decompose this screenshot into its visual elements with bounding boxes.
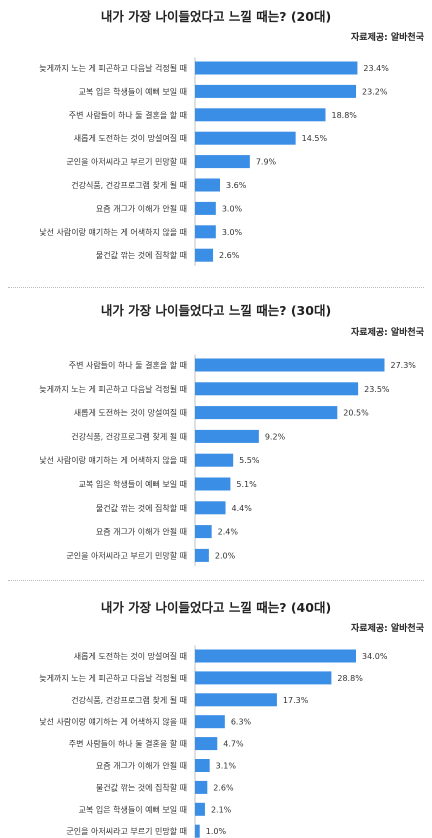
value-label: 4.7% <box>223 740 244 749</box>
value-label: 18.8% <box>331 111 357 120</box>
bar <box>195 429 259 443</box>
category-label: 요즘 개그가 이해가 안될 때 <box>96 761 187 771</box>
bar <box>195 780 208 794</box>
bar <box>195 108 326 122</box>
value-label: 23.4% <box>363 64 389 73</box>
value-label: 5.5% <box>239 456 260 465</box>
bar <box>195 715 225 729</box>
value-label: 5.1% <box>236 480 257 489</box>
category-label: 군인을 아저씨라고 부르기 민망할 때 <box>66 826 187 836</box>
category-label: 물건값 깎는 것에 집착할 때 <box>96 503 187 513</box>
category-label: 늦게까지 노는 게 피곤하고 다음날 걱정될 때 <box>39 63 187 73</box>
bar <box>195 737 218 751</box>
category-label: 교복 입은 학생들이 예뻐 보일 때 <box>79 86 187 96</box>
category-label: 주변 사람들이 하나 둘 결혼을 할 때 <box>69 110 187 120</box>
bar <box>195 358 385 372</box>
bar <box>195 178 220 192</box>
bar <box>195 548 209 562</box>
value-label: 2.6% <box>213 783 234 792</box>
category-label: 주변 사람들이 하나 둘 결혼을 할 때 <box>69 739 187 749</box>
value-label: 20.5% <box>343 409 369 418</box>
bar <box>195 201 216 215</box>
bar <box>195 406 338 420</box>
bar <box>195 155 250 169</box>
value-label: 3.6% <box>226 181 247 190</box>
category-label: 낯선 사람이랑 얘기하는 게 어색하지 않을 때 <box>39 227 187 237</box>
category-label: 새롭게 도전하는 것이 망설여질 때 <box>74 651 187 661</box>
bar-chart-20s: 늦게까지 노는 게 피곤하고 다음날 걱정될 때 23.4% 교복 입은 학생들이 … <box>39 57 389 266</box>
source-label: 자료제공: 알바천국 <box>351 328 424 338</box>
bar <box>195 477 231 491</box>
chart-panel-20s: 내가 가장 나이들었다고 느낄 때는? (20대) 자료제공: 알바천국 늦게까… <box>0 0 432 285</box>
category-label: 물건값 깎는 것에 집착할 때 <box>96 782 187 792</box>
value-label: 27.3% <box>390 361 416 370</box>
value-label: 28.8% <box>337 674 363 683</box>
value-label: 1.0% <box>206 827 227 836</box>
bar <box>195 802 205 816</box>
category-label: 늦게까지 노는 게 피곤하고 다음날 걱정될 때 <box>39 384 187 394</box>
chart-panel-30s: 내가 가장 나이들었다고 느낄 때는? (30대) 자료제공: 알바천국 주변 … <box>39 303 424 566</box>
bar <box>195 525 212 539</box>
bar-chart-30s: 주변 사람들이 하나 둘 결혼을 할 때 27.3% 늦게까지 노는 게 피곤하고 … <box>39 354 416 566</box>
bar <box>195 671 332 685</box>
bar <box>195 84 357 98</box>
category-label: 물건값 깎는 것에 집착할 때 <box>96 250 187 260</box>
bar <box>195 501 226 515</box>
category-label: 낯선 사람이랑 얘기하는 게 어색하지 않을 때 <box>39 717 187 727</box>
source-label: 자료제공: 알바천국 <box>351 33 424 43</box>
bar <box>195 759 210 772</box>
value-label: 4.4% <box>232 504 253 513</box>
category-label: 요즘 개그가 이해가 안될 때 <box>96 527 187 537</box>
bar <box>195 225 216 239</box>
category-label: 건강식품, 건강프로그램 찾게 될 때 <box>71 431 187 441</box>
bar <box>195 693 277 707</box>
value-label: 17.3% <box>283 696 309 705</box>
category-label: 낯선 사람이랑 얘기하는 게 어색하지 않을 때 <box>39 455 187 465</box>
bar <box>195 649 356 663</box>
bar <box>195 61 358 75</box>
bar <box>195 131 296 145</box>
bar <box>195 824 200 838</box>
bar <box>195 453 234 467</box>
value-label: 2.0% <box>215 551 236 560</box>
value-label: 14.5% <box>302 134 328 143</box>
section-divider <box>8 580 424 581</box>
category-label: 교복 입은 학생들이 예뻐 보일 때 <box>79 804 187 814</box>
value-label: 23.2% <box>362 87 388 96</box>
category-label: 교복 입은 학생들이 예뻐 보일 때 <box>79 479 187 489</box>
value-label: 3.1% <box>216 762 237 771</box>
category-label: 군인을 아저씨라고 부르기 민망할 때 <box>66 550 187 560</box>
value-label: 7.9% <box>256 158 277 167</box>
value-label: 2.4% <box>218 528 239 537</box>
category-label: 건강식품, 건강프로그램 찾게 될 때 <box>71 695 187 705</box>
value-label: 3.0% <box>222 228 243 237</box>
category-label: 늦게까지 노는 게 피곤하고 다음날 걱정될 때 <box>39 673 187 683</box>
value-label: 23.5% <box>364 385 390 394</box>
bar <box>195 382 359 396</box>
bar <box>195 248 214 262</box>
section-divider <box>8 287 424 288</box>
value-label: 2.6% <box>219 251 240 260</box>
category-label: 건강식품, 건강프로그램 찾게 될 때 <box>71 180 187 190</box>
chart-title: 내가 가장 나이들었다고 느낄 때는? (30대) <box>100 303 332 318</box>
chart-title: 내가 가장 나이들었다고 느낄 때는? (40대) <box>100 600 332 615</box>
value-label: 3.0% <box>222 204 243 213</box>
category-label: 새롭게 도전하는 것이 망설여질 때 <box>74 408 187 418</box>
category-label: 새롭게 도전하는 것이 망설여질 때 <box>74 133 187 143</box>
chart-title: 내가 가장 나이들었다고 느낄 때는? (20대) <box>100 9 332 24</box>
category-label: 요즘 개그가 이해가 안될 때 <box>96 203 187 213</box>
category-label: 군인을 아저씨라고 부르기 민망할 때 <box>66 157 187 167</box>
value-label: 9.2% <box>265 432 286 441</box>
category-label: 주변 사람들이 하나 둘 결혼을 할 때 <box>69 360 187 370</box>
value-label: 34.0% <box>362 652 388 661</box>
value-label: 6.3% <box>231 718 252 727</box>
value-label: 2.1% <box>211 805 232 814</box>
source-label: 자료제공: 알바천국 <box>351 624 424 634</box>
